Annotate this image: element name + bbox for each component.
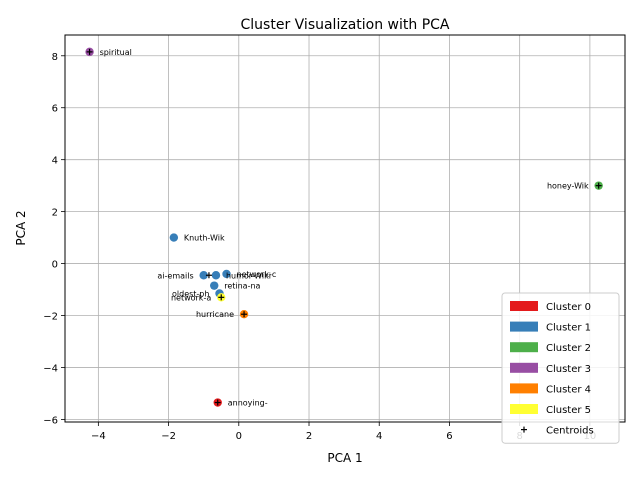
point-label: retina-na [224,282,260,291]
legend: Cluster 0 Cluster 1 Cluster 2 Cluster 3 Clus… [501,292,620,444]
centroid-marker [214,399,221,406]
point-label: ai-emails [157,271,193,280]
centroid-marker [205,272,212,279]
point-label: annoying- [228,399,268,408]
x-tick-label: 4 [376,431,382,442]
point-label: network-c [237,270,277,279]
legend-swatch [510,321,538,332]
legend-label: Cluster 3 [546,364,591,375]
plot-frame [64,34,626,423]
centroid-markers [86,48,602,406]
centroid-marker [241,311,248,318]
x-tick-label: −4 [91,431,106,442]
data-point [210,281,219,290]
legend-label: Cluster 5 [546,405,591,416]
y-tick-label: 4 [52,156,58,167]
legend-swatch [510,342,538,353]
data-point [222,269,231,279]
legend-label: Cluster 0 [546,302,591,313]
y-tick-label: 6 [52,104,58,115]
chart-title: Cluster Visualization with PCA [241,17,450,33]
legend-label: Cluster 2 [546,343,591,354]
y-tick-label: 2 [52,208,58,219]
point-label: oldest-ph [172,289,209,298]
y-tick-label: −4 [43,363,58,374]
legend-label: Cluster 4 [546,384,591,395]
x-axis-label: PCA 1 [327,451,362,465]
centroid-marker [218,294,225,301]
legend-swatch [510,362,538,373]
y-tick-label: 8 [52,52,58,63]
legend-swatch [510,383,538,394]
x-tick-label: 0 [236,431,242,442]
data-point [211,271,221,280]
point-labels: spiritual honey-Wik Knuth-Wik ai-emails humo… [100,48,589,408]
point-label: spiritual [100,48,132,57]
y-tick-label: −2 [43,312,58,323]
x-tick-label: −2 [161,431,176,442]
data-point [199,271,208,280]
point-label: humor-Wiki [226,271,271,280]
legend-label: Centroids [546,426,594,437]
centroid-marker [86,48,93,55]
point-label: Knuth-Wik [184,234,225,243]
y-tick-label: 0 [52,260,58,271]
point-label: hurricane [196,310,234,319]
legend-label: Cluster 1 [546,323,591,334]
centroid-marker [595,182,602,189]
y-axis-label: PCA 2 [14,210,28,245]
point-label: honey-Wik [547,182,589,191]
data-points [85,47,603,407]
data-point [169,233,179,242]
x-tick-label: 6 [446,431,452,442]
x-tick-label: 2 [306,431,312,442]
legend-swatch [510,301,538,311]
legend-swatch [510,404,538,414]
point-label: network-a [171,293,211,302]
y-tick-label: −6 [43,415,58,426]
